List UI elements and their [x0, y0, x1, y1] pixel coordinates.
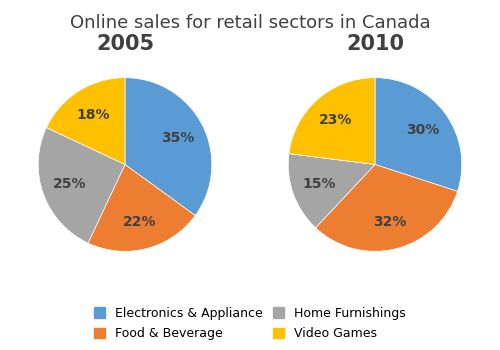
Legend: Electronics & Appliance, Food & Beverage, Home Furnishings, Video Games: Electronics & Appliance, Food & Beverage… — [94, 307, 406, 340]
Text: Online sales for retail sectors in Canada: Online sales for retail sectors in Canad… — [70, 14, 430, 32]
Wedge shape — [375, 78, 462, 191]
Text: 25%: 25% — [52, 177, 86, 191]
Text: 23%: 23% — [320, 113, 352, 127]
Wedge shape — [288, 154, 375, 228]
Wedge shape — [46, 78, 125, 164]
Text: 18%: 18% — [76, 108, 110, 122]
Title: 2010: 2010 — [346, 34, 404, 55]
Text: 35%: 35% — [161, 131, 194, 145]
Wedge shape — [289, 78, 375, 164]
Wedge shape — [88, 164, 195, 251]
Wedge shape — [38, 127, 125, 243]
Text: 30%: 30% — [406, 123, 440, 137]
Wedge shape — [125, 78, 212, 216]
Text: 15%: 15% — [302, 177, 336, 191]
Wedge shape — [316, 164, 458, 251]
Text: 22%: 22% — [123, 215, 156, 229]
Title: 2005: 2005 — [96, 34, 154, 55]
Text: 32%: 32% — [373, 215, 406, 229]
